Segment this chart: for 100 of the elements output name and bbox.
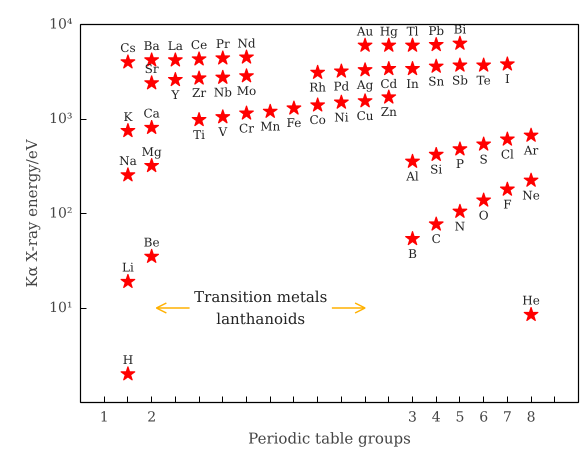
data-label: Cs xyxy=(120,41,136,56)
point xyxy=(381,89,396,104)
point xyxy=(357,93,373,108)
x-tick-label: 8 xyxy=(526,410,536,426)
data-label: H xyxy=(122,353,134,368)
data-label: He xyxy=(522,294,540,308)
point xyxy=(144,158,160,172)
data-label: Pb xyxy=(428,24,444,38)
y-tick-label: 10⁴ xyxy=(49,16,73,32)
data-label: Y xyxy=(170,88,180,102)
x-tick-label: 5 xyxy=(455,410,464,426)
point xyxy=(500,181,515,196)
point xyxy=(404,230,420,246)
point xyxy=(452,204,468,218)
point xyxy=(500,56,515,71)
point xyxy=(500,131,515,146)
point xyxy=(452,57,468,72)
data-label: Tl xyxy=(406,24,419,38)
x-tick-label: 7 xyxy=(502,410,512,426)
data-label: B xyxy=(408,246,418,261)
annotation: Transition metals lanthanoids xyxy=(194,288,328,328)
point xyxy=(310,97,326,112)
data-label: F xyxy=(503,197,512,212)
point xyxy=(404,154,420,168)
point xyxy=(404,37,420,52)
data-label: N xyxy=(454,220,466,234)
y-axis-title: Kα X-ray energy/eV xyxy=(23,138,42,288)
data-label: I xyxy=(504,72,510,86)
data-label: P xyxy=(456,157,464,172)
point xyxy=(523,172,539,187)
x-tick-label: 2 xyxy=(147,410,156,426)
data-label: Cd xyxy=(380,76,398,91)
data-label: Cu xyxy=(356,109,374,124)
point xyxy=(215,69,230,84)
data-label: Li xyxy=(122,260,134,275)
x-tick-label: 3 xyxy=(408,410,417,426)
y-tick-label: 10¹ xyxy=(49,300,73,316)
point xyxy=(168,52,183,67)
data-label: In xyxy=(406,76,420,91)
data-label: C xyxy=(432,232,441,246)
point xyxy=(476,57,492,72)
data-label: Mn xyxy=(260,120,280,134)
data-label: Al xyxy=(405,170,419,184)
point xyxy=(357,62,373,77)
point xyxy=(238,68,254,83)
data-label: Co xyxy=(309,113,326,128)
data-label: Sb xyxy=(452,73,468,88)
x-axis-title: Periodic table groups xyxy=(248,430,411,448)
point xyxy=(404,60,420,76)
data-label: Ni xyxy=(334,110,349,124)
point xyxy=(428,58,444,73)
y-tick-label: 10² xyxy=(49,206,73,222)
point xyxy=(120,274,136,288)
point xyxy=(523,306,539,322)
data-label: Ce xyxy=(190,38,208,52)
point xyxy=(310,64,326,80)
point xyxy=(334,63,349,78)
point xyxy=(381,60,396,76)
data-label: Zr xyxy=(192,86,206,100)
point xyxy=(144,120,160,134)
point xyxy=(262,104,278,118)
data-label: Bi xyxy=(454,22,466,36)
data-label: Be xyxy=(144,236,160,250)
data-label: Cl xyxy=(500,147,514,162)
point xyxy=(191,70,207,85)
point xyxy=(286,100,302,115)
data-label: Ba xyxy=(144,39,160,54)
data-label: Te xyxy=(476,73,491,88)
y-tick-label: 10³ xyxy=(49,111,73,127)
point xyxy=(476,192,492,207)
point xyxy=(238,105,254,120)
point xyxy=(120,167,136,182)
point xyxy=(238,49,254,64)
data-label: Rh xyxy=(309,80,326,95)
data-label: K xyxy=(123,110,134,124)
point xyxy=(428,216,444,231)
data-label: Ne xyxy=(522,188,540,202)
point xyxy=(523,127,539,142)
data-label: Zn xyxy=(380,105,398,120)
point xyxy=(428,146,444,162)
point xyxy=(144,75,160,90)
point xyxy=(191,51,207,66)
data-label: Ti xyxy=(193,128,206,142)
point xyxy=(428,36,444,52)
data-label: Sn xyxy=(428,74,444,88)
point xyxy=(334,94,349,109)
data-label: Na xyxy=(119,154,137,168)
data-label: O xyxy=(478,208,489,222)
data-label: Pd xyxy=(333,79,350,94)
point xyxy=(120,366,136,381)
point xyxy=(215,50,230,65)
data-label: Mg xyxy=(142,144,162,159)
point xyxy=(357,37,373,52)
point xyxy=(381,37,396,52)
data-label: Hg xyxy=(380,24,398,38)
point xyxy=(452,141,468,156)
x-tick-label: 6 xyxy=(479,410,488,426)
data-label: Ag xyxy=(356,78,374,92)
data-label: Nb xyxy=(214,85,232,100)
point xyxy=(452,35,468,50)
